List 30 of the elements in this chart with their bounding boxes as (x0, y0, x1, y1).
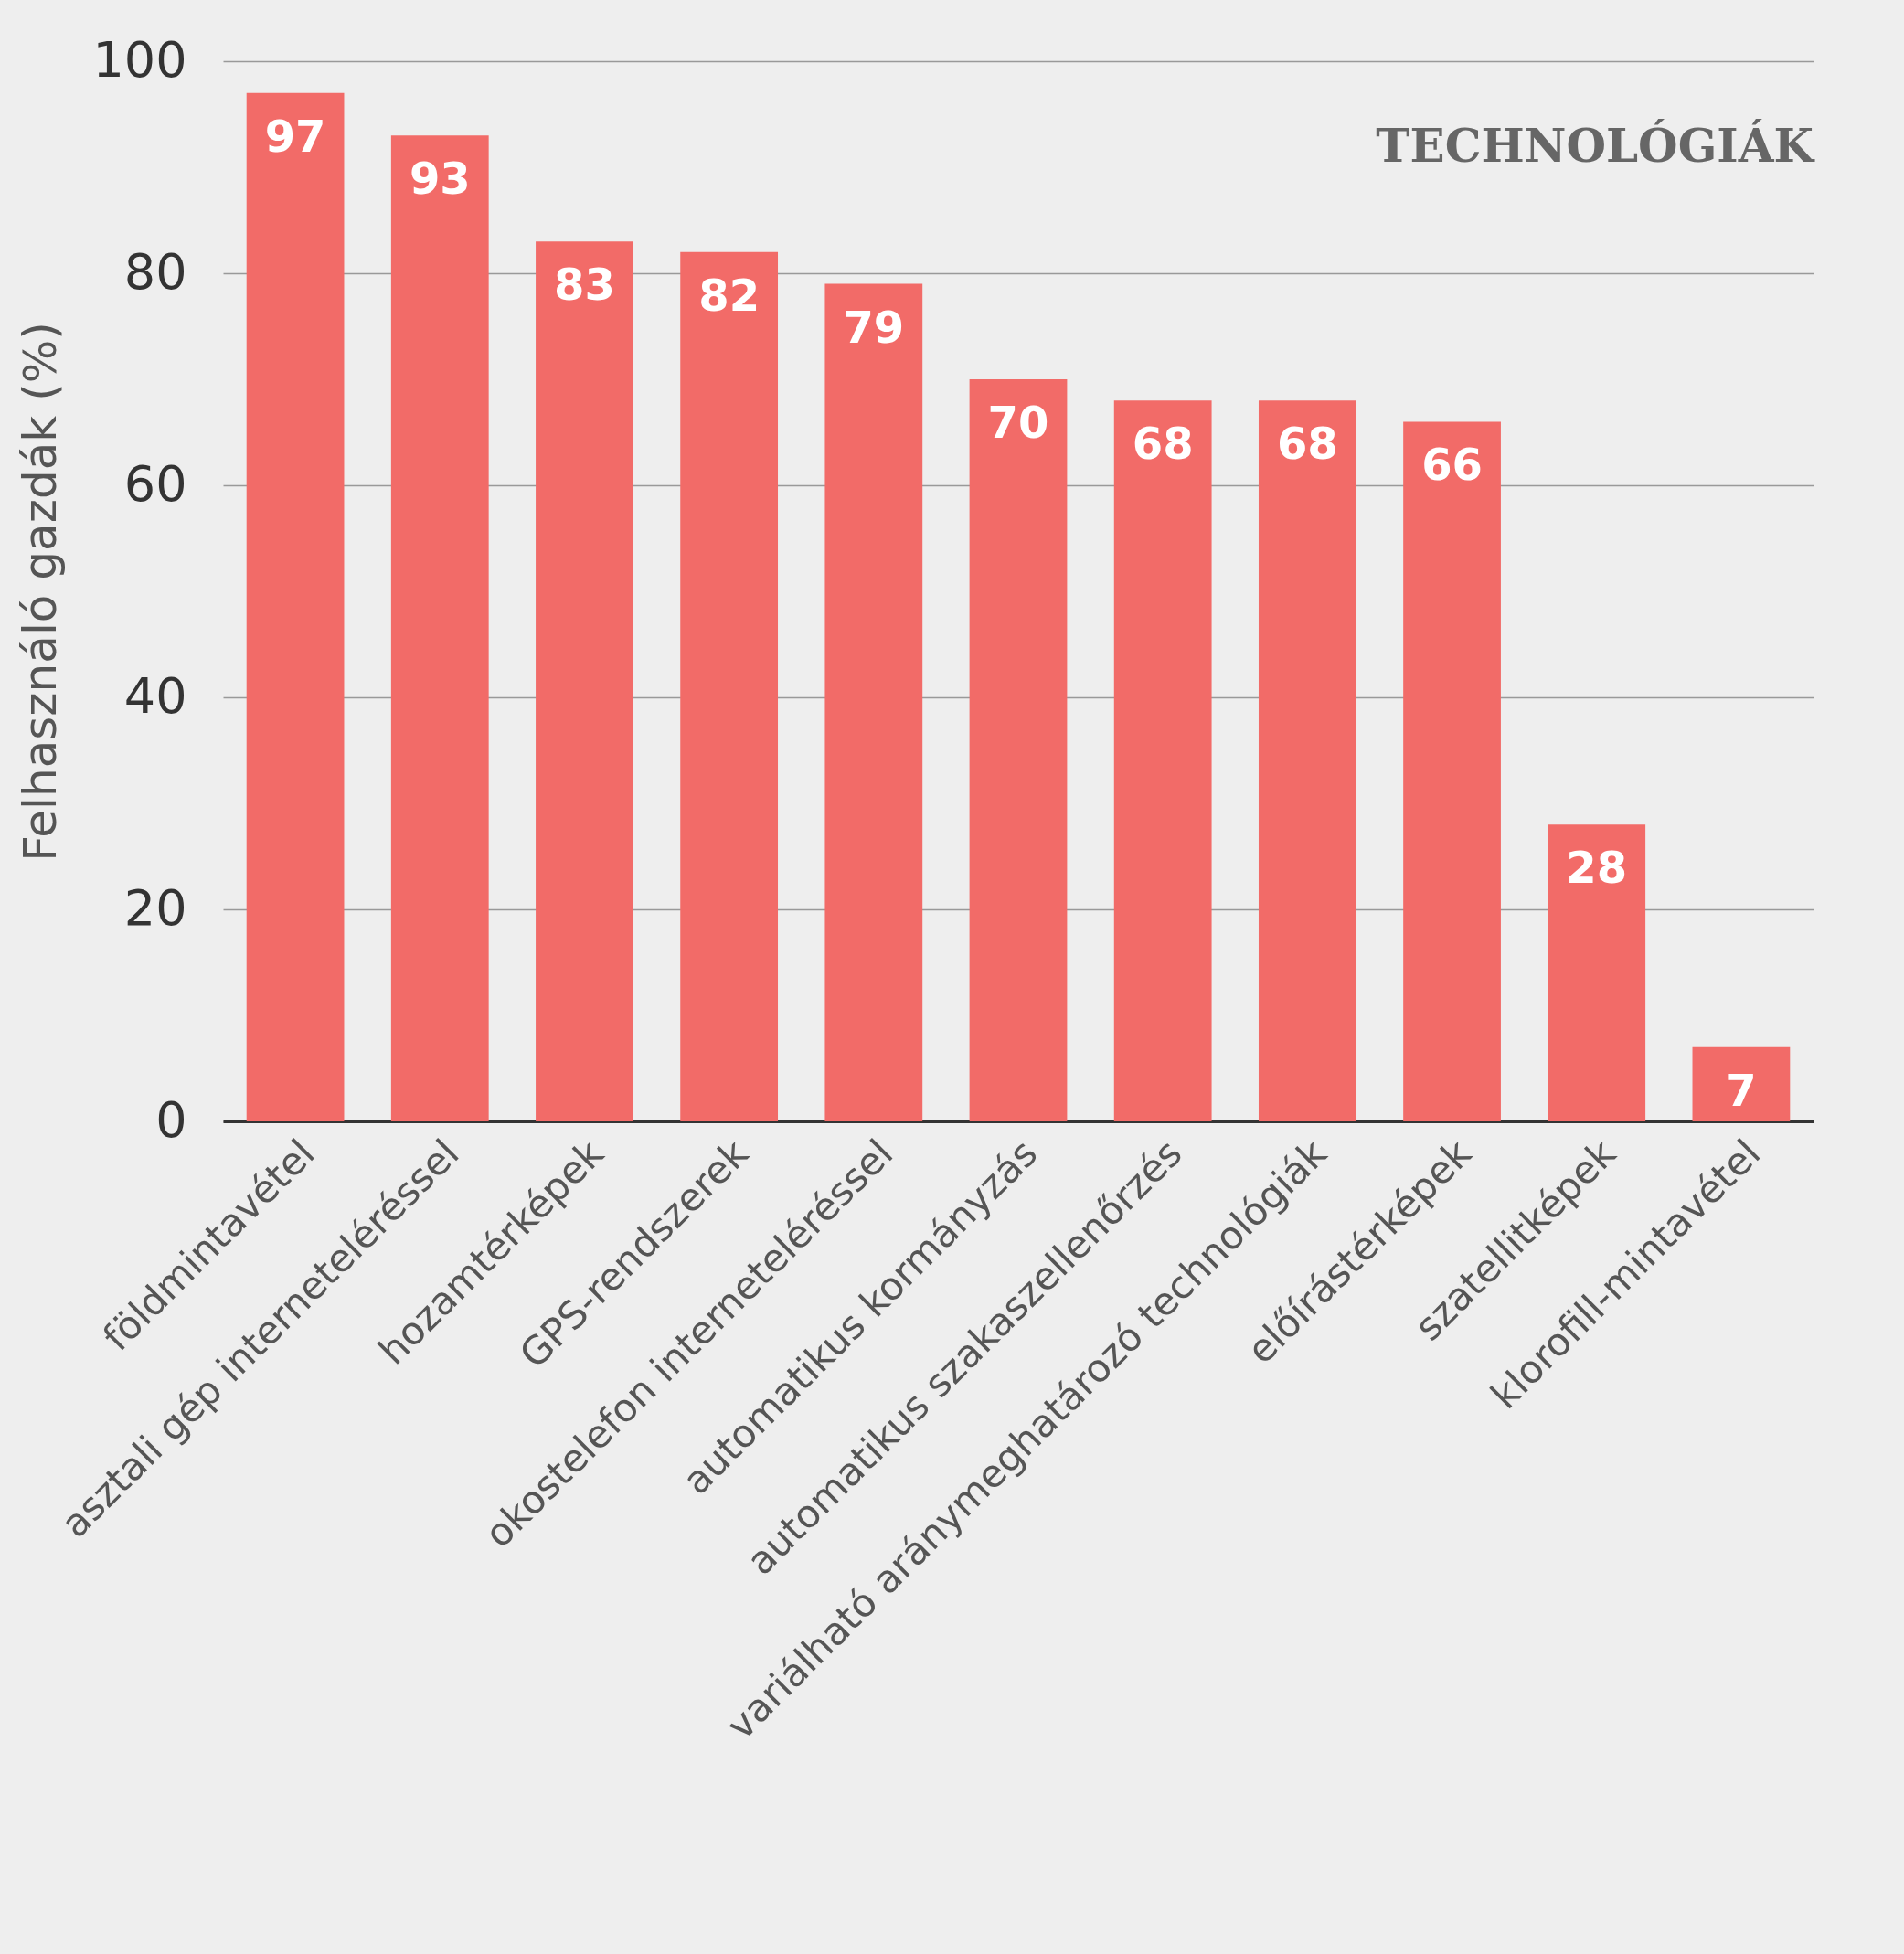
bar (824, 283, 923, 1121)
data-label: 68 (1276, 418, 1338, 470)
bar (1692, 1046, 1791, 1121)
y-tick-label: 60 (123, 454, 187, 513)
y-tick-label: 40 (123, 666, 187, 725)
bar (536, 241, 633, 1121)
bar (1258, 400, 1356, 1121)
data-label: 79 (843, 301, 905, 353)
bar (246, 92, 345, 1121)
data-label: 93 (409, 153, 471, 205)
data-label: 82 (698, 269, 761, 321)
data-label: 70 (987, 397, 1049, 448)
bar (680, 251, 779, 1121)
y-axis-title: Felhasználó gazdák (%) (14, 322, 68, 862)
bar (1113, 400, 1212, 1121)
bar (1403, 421, 1501, 1121)
bar (390, 135, 489, 1121)
y-tick-label: 20 (123, 878, 187, 937)
data-label: 83 (554, 259, 615, 311)
y-tick-label: 100 (92, 30, 187, 89)
bar (1548, 824, 1646, 1121)
data-label: 66 (1421, 439, 1483, 491)
annotation: TECHNOLÓGIÁK (1376, 119, 1815, 173)
y-tick-label: 80 (123, 242, 187, 301)
data-label: 68 (1132, 418, 1194, 470)
y-tick-label: 0 (155, 1090, 187, 1149)
data-label: 97 (264, 110, 326, 162)
bar (969, 379, 1068, 1121)
data-label: 7 (1726, 1064, 1757, 1116)
data-label: 28 (1566, 842, 1628, 894)
